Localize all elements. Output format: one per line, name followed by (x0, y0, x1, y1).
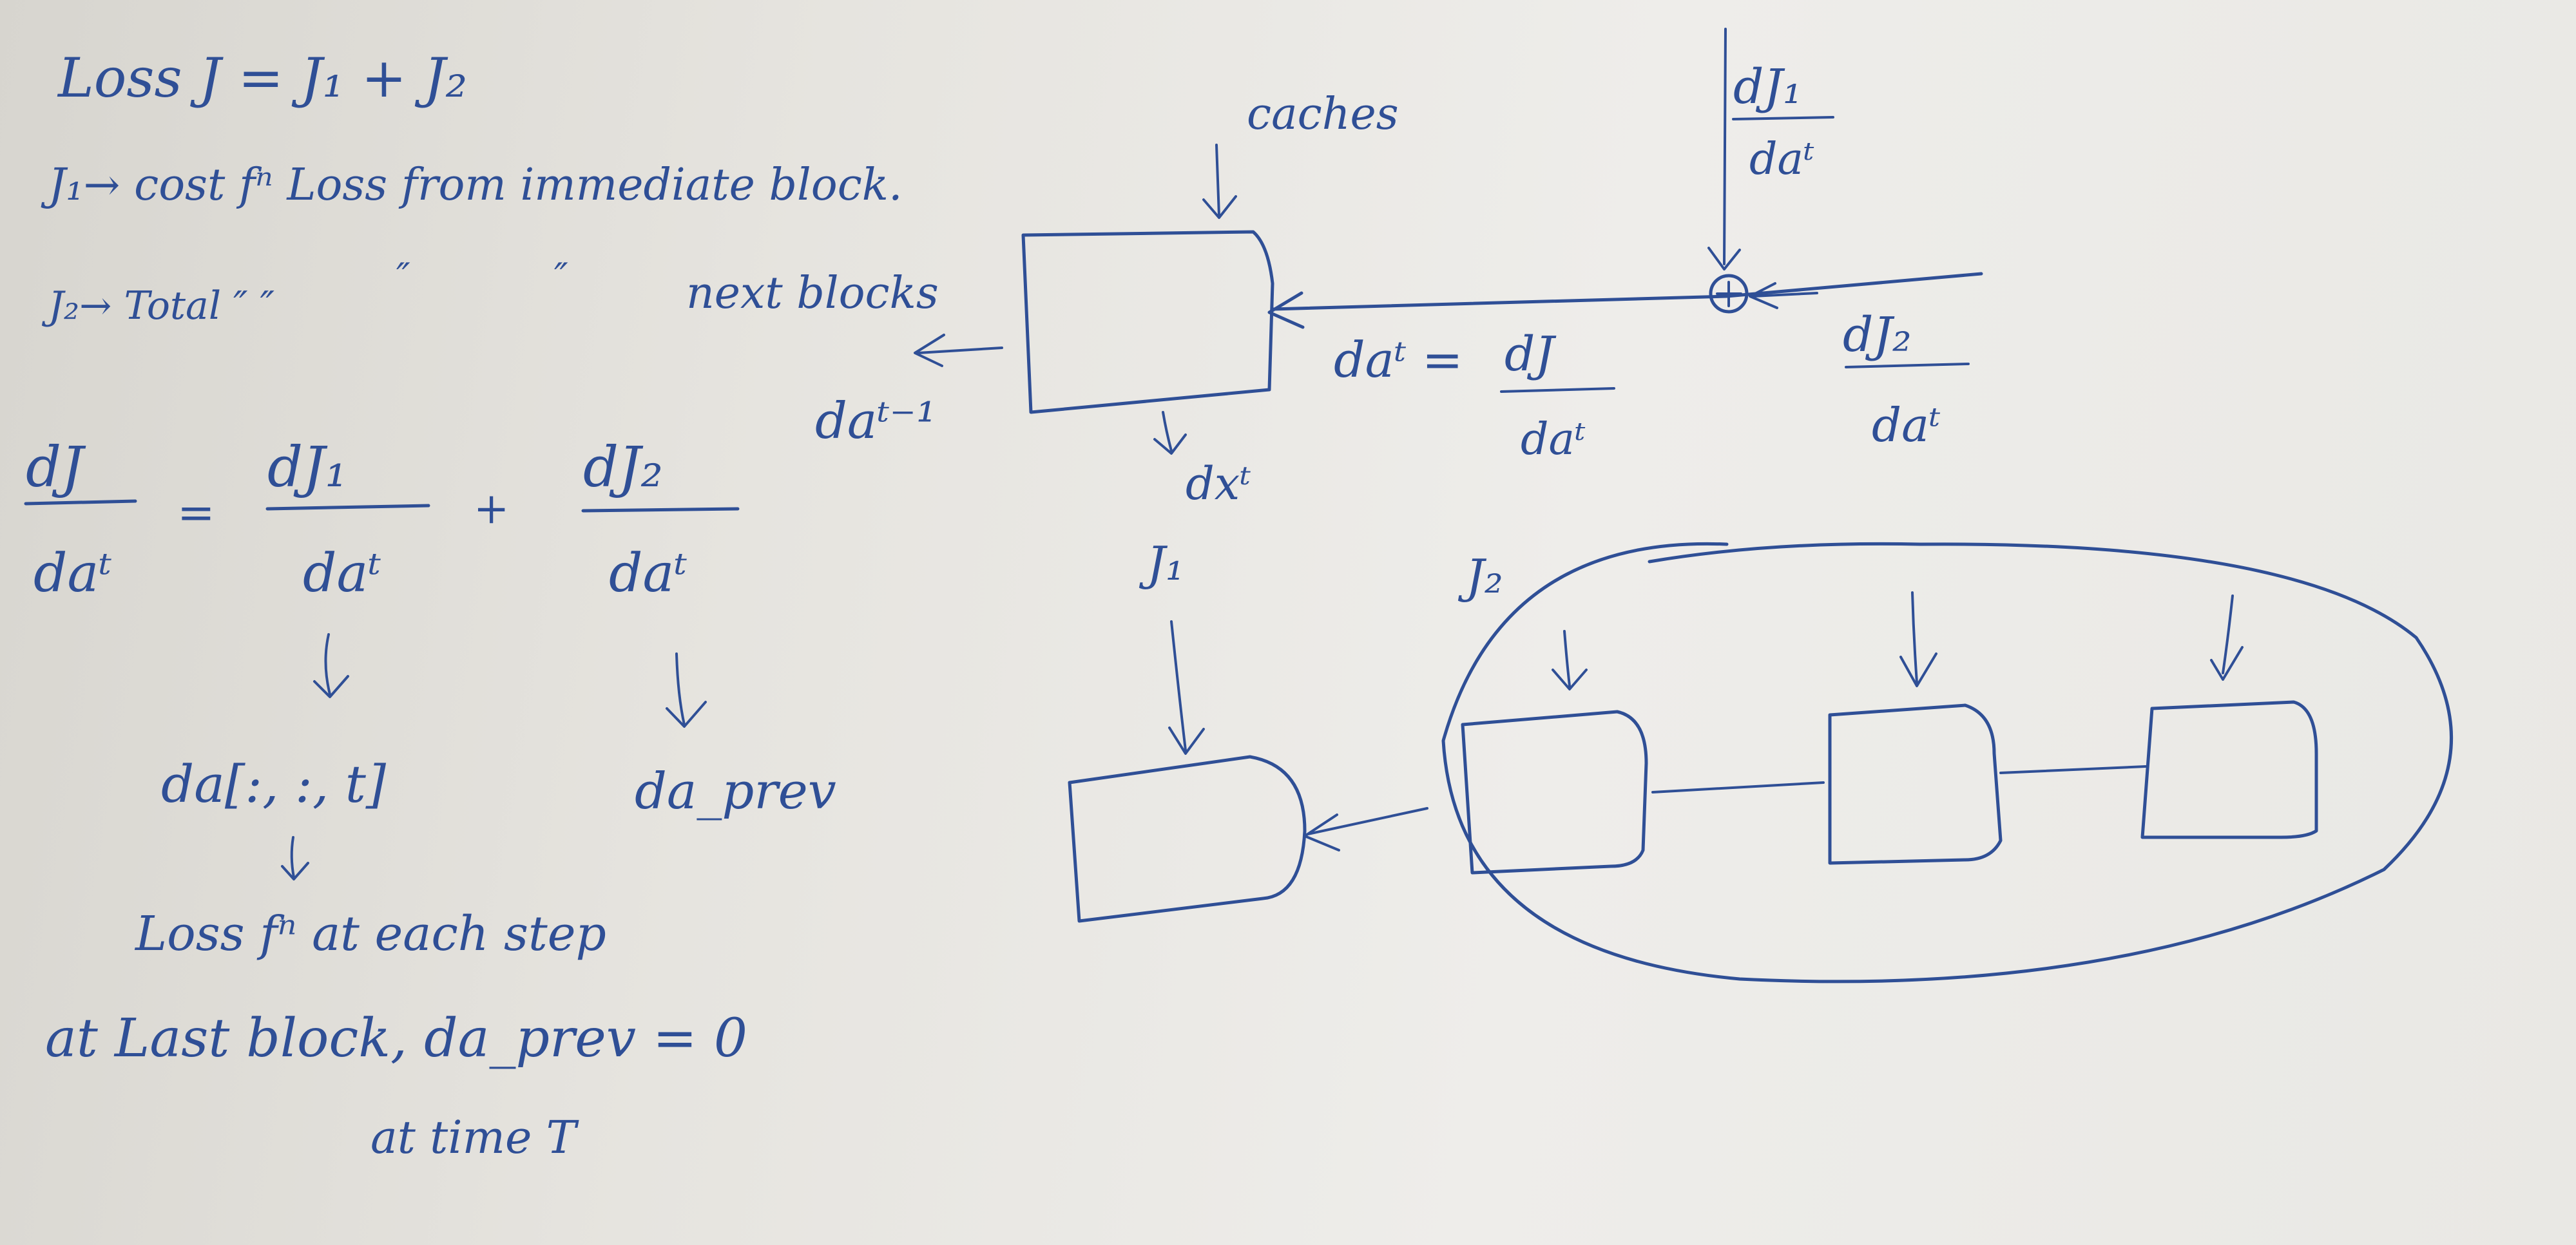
result-down-arrow-icon (281, 836, 309, 880)
future-block-1-arrow-icon (1552, 630, 1588, 690)
future-block-3-arrow-icon (2210, 594, 2244, 681)
dat-definition-bar (1500, 387, 1615, 393)
future-block-1 (1461, 710, 1648, 875)
ditto-mark-2: ″ (554, 255, 568, 299)
current-block (1068, 755, 1307, 923)
sum-plus-icon (1716, 281, 1742, 307)
sum-node-icon (1709, 274, 1749, 314)
top-incoming-arrow-icon (1707, 28, 1741, 271)
top-gradient-numerator: dJ₁ (1733, 59, 1802, 115)
dat-definition-numerator: dJ (1504, 327, 1557, 382)
rnn-cell-block (1021, 230, 1274, 414)
chain-connector-2 (1999, 765, 2147, 774)
next-blocks-label: next blocks (686, 268, 939, 319)
dat-definition-denominator: daᵗ (1521, 414, 1586, 465)
j1-down-arrow-icon (1168, 620, 1205, 755)
output-left-label: daᵗ⁻¹ (815, 392, 936, 450)
output-down-label: dxᵗ (1186, 457, 1251, 510)
term1-numerator: dJ₁ (267, 435, 347, 500)
term1-denominator: daᵗ (303, 543, 381, 604)
future-blocks-ellipse (1441, 542, 2453, 984)
chain-to-current-arrow-icon (1303, 807, 1428, 851)
chain-connector-1 (1651, 781, 1825, 794)
at-time-note: at time T (370, 1111, 579, 1164)
right-gradient-denominator: daᵗ (1872, 398, 1941, 452)
dat-definition-lhs: daᵗ = (1334, 331, 1463, 388)
incoming-gradient-line (1267, 272, 1983, 329)
top-gradient-bar (1732, 116, 1834, 120)
right-incoming-arrow-icon (1749, 282, 1818, 309)
lhs-numerator: dJ (26, 435, 86, 500)
term1-down-arrow-icon (313, 633, 349, 698)
ditto-mark-1: ″ (396, 255, 410, 299)
loss-each-step-note: Loss fⁿ at each step (134, 906, 606, 962)
right-gradient-bar (1845, 363, 1970, 368)
lhs-denominator: daᵗ (34, 543, 112, 604)
right-gradient-numerator: dJ₂ (1843, 307, 1912, 363)
equals-sign: = (177, 486, 215, 539)
top-gradient-denominator: daᵗ (1749, 134, 1814, 185)
term2-denominator: daᵗ (609, 543, 687, 604)
future-block-3 (2140, 700, 2318, 839)
j2-definition: J₂→ Total ″ ″ (41, 283, 275, 328)
future-block-2 (1828, 703, 2003, 865)
j1-label: J₁ (1139, 537, 1184, 591)
loss-equation: Loss J = J₁ + J₂ (57, 46, 467, 109)
term1-result: da[:, :, t] (161, 754, 387, 814)
j2-label: J₂ (1457, 549, 1503, 603)
term2-result: da_prev (635, 763, 836, 821)
term2-down-arrow-icon (666, 652, 707, 728)
term1-fraction-bar (265, 504, 430, 511)
output-left-arrow-icon (914, 334, 1003, 367)
lhs-fraction-bar (24, 499, 137, 506)
caches-arrow-icon (1202, 144, 1237, 219)
term2-numerator: dJ₂ (583, 435, 663, 500)
j1-definition: J₁→ cost fⁿ Loss from immediate block. (41, 160, 903, 211)
output-down-arrow-icon (1153, 411, 1187, 455)
plus-sign: + (474, 484, 509, 533)
term2-fraction-bar (581, 507, 740, 513)
future-block-2-arrow-icon (1899, 591, 1937, 687)
last-block-note: at Last block, da_prev = 0 (45, 1008, 747, 1069)
caches-label: caches (1247, 89, 1399, 140)
